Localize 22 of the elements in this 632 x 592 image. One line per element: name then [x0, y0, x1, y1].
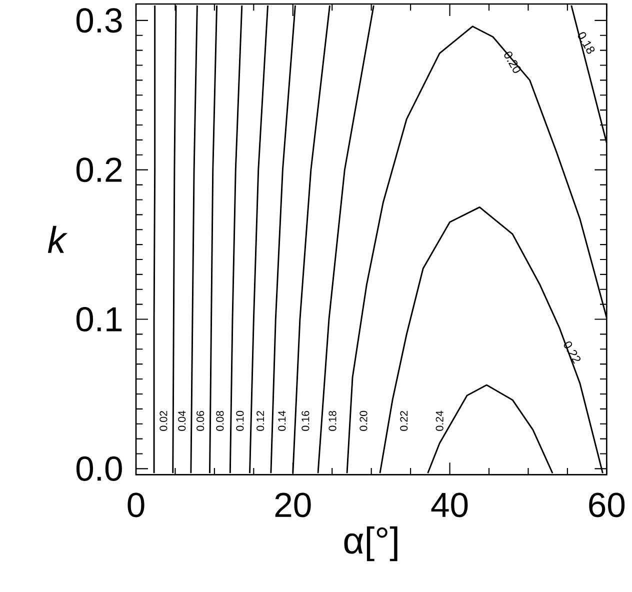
x-tick-label: 40 — [431, 492, 468, 518]
x-tick-label: 60 — [589, 492, 625, 518]
text: 0.08 — [216, 410, 224, 431]
text: 0.20 — [360, 410, 368, 431]
y-tick-label: 0.3 — [76, 8, 122, 33]
y-tick-label: 0.1 — [76, 306, 122, 332]
y-tick-label: 0.0 — [76, 456, 122, 481]
x-axis-title: α[°] — [344, 526, 398, 562]
text: 0.18 — [328, 410, 336, 431]
text: 0.16 — [302, 410, 310, 431]
legend-label: 0.02 — [160, 411, 168, 431]
text: 0.14 — [278, 410, 286, 431]
text: 0.06 — [196, 410, 204, 431]
text: 0.22 — [400, 411, 408, 431]
text: 0.12 — [256, 411, 264, 431]
text: 0.24 — [436, 410, 444, 431]
y-axis-title: k — [48, 226, 68, 253]
x-tick-label: 0 — [128, 492, 144, 518]
y-tick-label: 0.2 — [76, 158, 122, 182]
text: 0.10 — [236, 410, 244, 431]
text: 0.04 — [178, 410, 186, 431]
x-tick-label: 20 — [275, 492, 311, 518]
